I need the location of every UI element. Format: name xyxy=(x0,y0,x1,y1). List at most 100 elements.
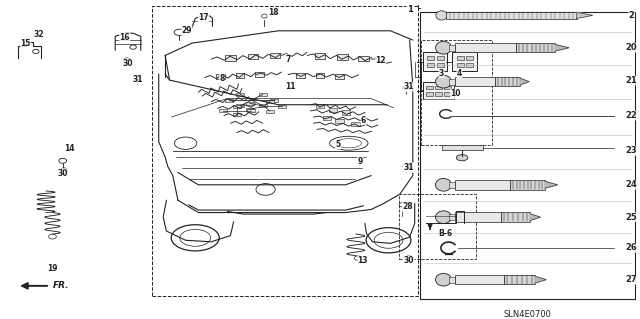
Text: 24: 24 xyxy=(626,180,637,189)
Text: 32: 32 xyxy=(33,30,44,39)
Text: 26: 26 xyxy=(626,243,637,252)
Bar xyxy=(259,104,267,107)
Bar xyxy=(351,122,360,126)
Bar xyxy=(219,109,227,112)
Bar xyxy=(427,63,434,67)
Bar xyxy=(437,56,444,60)
Bar xyxy=(495,77,520,86)
Bar xyxy=(216,74,225,79)
Bar xyxy=(246,102,253,105)
Bar xyxy=(423,82,454,99)
Text: B-6: B-6 xyxy=(438,229,452,238)
Polygon shape xyxy=(555,44,569,51)
Bar xyxy=(316,104,324,108)
Bar xyxy=(467,56,474,60)
Bar xyxy=(455,180,510,189)
Text: 23: 23 xyxy=(626,146,637,155)
Text: 18: 18 xyxy=(268,8,278,18)
Bar xyxy=(455,275,504,285)
Bar xyxy=(452,52,477,71)
Bar xyxy=(225,55,236,61)
Bar xyxy=(516,43,555,53)
Polygon shape xyxy=(577,12,593,19)
Bar xyxy=(358,56,369,61)
Text: FR.: FR. xyxy=(53,281,70,290)
Bar xyxy=(435,85,442,89)
Bar xyxy=(296,73,305,78)
Ellipse shape xyxy=(436,178,452,191)
Bar xyxy=(233,114,241,116)
Text: 19: 19 xyxy=(47,264,58,273)
Ellipse shape xyxy=(436,211,452,224)
Polygon shape xyxy=(545,182,557,188)
Bar xyxy=(233,105,241,108)
Text: 2: 2 xyxy=(628,11,635,20)
Ellipse shape xyxy=(436,41,452,54)
Bar xyxy=(255,72,264,77)
Bar xyxy=(278,105,286,108)
Text: SLN4E0700: SLN4E0700 xyxy=(504,310,552,319)
Bar xyxy=(467,63,474,67)
Bar xyxy=(225,99,233,102)
Bar xyxy=(342,110,350,115)
Text: 8: 8 xyxy=(220,74,225,83)
Bar xyxy=(316,73,324,78)
Bar xyxy=(449,182,455,188)
Bar xyxy=(315,53,325,59)
Bar xyxy=(270,99,278,102)
Ellipse shape xyxy=(436,11,447,20)
Bar xyxy=(501,212,530,222)
Text: 30: 30 xyxy=(123,59,133,68)
Text: 15: 15 xyxy=(20,39,31,48)
Bar xyxy=(266,100,274,103)
Bar xyxy=(449,277,455,283)
Text: 7: 7 xyxy=(285,55,291,64)
Text: 31: 31 xyxy=(403,163,413,172)
Bar xyxy=(456,63,463,67)
Bar xyxy=(449,214,455,220)
Text: 20: 20 xyxy=(626,43,637,52)
Polygon shape xyxy=(535,276,546,283)
Ellipse shape xyxy=(456,155,468,161)
Text: 29: 29 xyxy=(182,26,192,35)
Bar xyxy=(337,54,348,60)
Text: 25: 25 xyxy=(626,213,637,222)
Text: 31: 31 xyxy=(133,75,143,84)
Text: 30: 30 xyxy=(404,256,414,265)
Bar xyxy=(335,74,344,78)
Text: 30: 30 xyxy=(58,169,68,178)
Bar xyxy=(455,43,516,53)
Text: 5: 5 xyxy=(335,140,340,149)
Text: 14: 14 xyxy=(64,144,74,153)
Polygon shape xyxy=(520,78,529,85)
Bar xyxy=(442,145,483,150)
Text: 9: 9 xyxy=(358,157,363,166)
Bar xyxy=(421,40,492,145)
Bar xyxy=(399,194,476,259)
Bar xyxy=(504,275,535,285)
Text: 28: 28 xyxy=(403,203,413,211)
Bar xyxy=(335,119,344,123)
Bar xyxy=(435,93,442,96)
Bar xyxy=(427,56,434,60)
Text: 12: 12 xyxy=(376,56,386,65)
Bar xyxy=(270,53,280,58)
Bar xyxy=(323,115,331,120)
Bar xyxy=(259,93,267,96)
Bar xyxy=(237,104,244,107)
Bar xyxy=(456,56,463,60)
Text: 13: 13 xyxy=(358,256,368,265)
Bar xyxy=(426,85,433,89)
Bar xyxy=(444,85,451,89)
Text: 17: 17 xyxy=(198,13,209,22)
Bar xyxy=(455,212,501,222)
Bar xyxy=(266,110,274,113)
Bar xyxy=(237,93,244,96)
Bar xyxy=(446,12,577,19)
Polygon shape xyxy=(530,214,540,220)
Text: 11: 11 xyxy=(285,82,295,91)
Bar xyxy=(437,63,444,67)
Text: 27: 27 xyxy=(626,275,637,284)
Bar xyxy=(152,6,418,296)
Text: 16: 16 xyxy=(120,33,130,42)
